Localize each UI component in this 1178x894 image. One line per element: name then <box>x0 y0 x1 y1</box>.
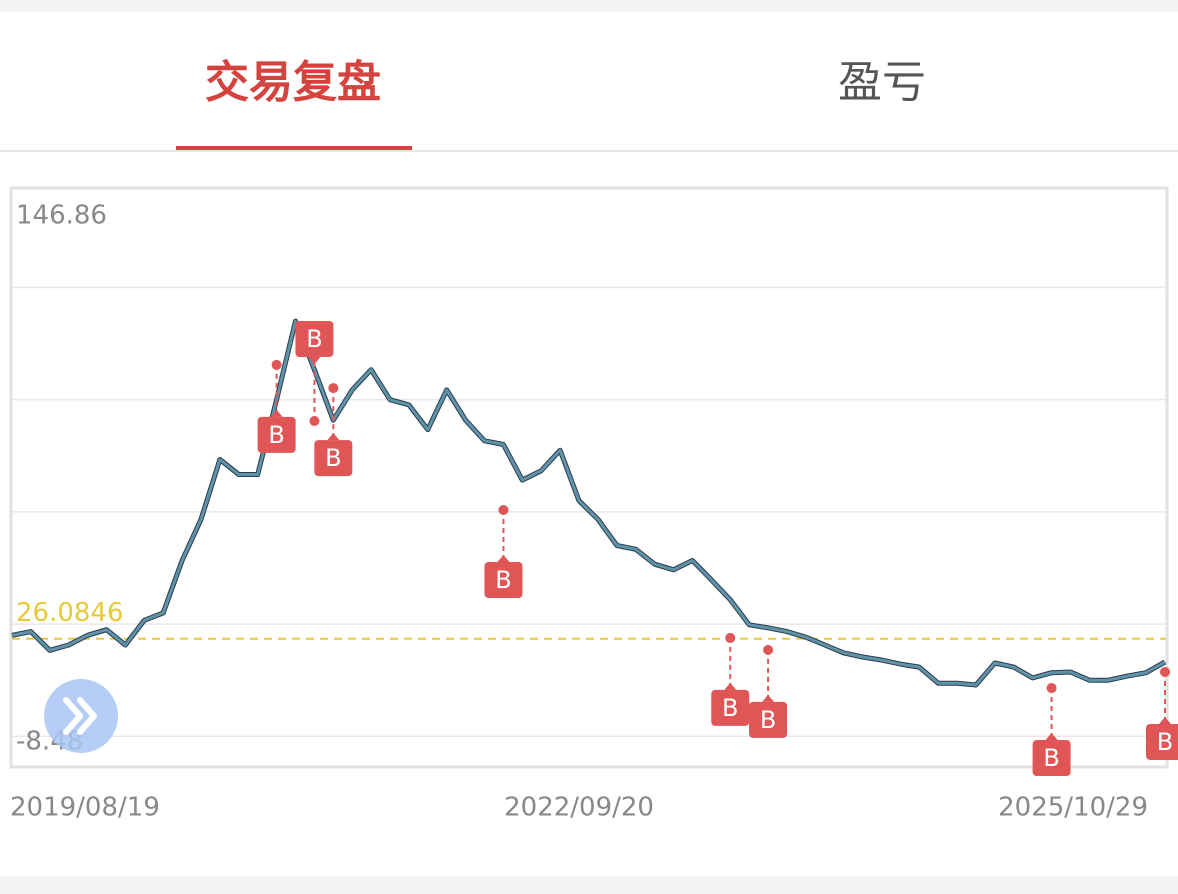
trade-dot <box>763 644 774 655</box>
trade-box <box>295 320 334 357</box>
trade-box-tip <box>327 433 340 441</box>
trade-label: B <box>1157 728 1173 756</box>
trade-box-tip <box>497 555 510 563</box>
tab-underline <box>176 146 412 150</box>
trade-box <box>484 562 523 599</box>
trade-dot <box>309 415 320 426</box>
trade-label: B <box>760 706 776 734</box>
trade-dot <box>271 359 282 370</box>
trade-box-tip <box>724 682 737 690</box>
trade-box <box>1032 740 1071 777</box>
expand-button[interactable] <box>44 679 118 753</box>
trade-box-tip <box>762 694 775 702</box>
trade-box-tip <box>1045 733 1058 741</box>
y-tick-label: 146.86 <box>16 201 107 231</box>
x-tick-label: 2025/10/29 <box>998 793 1148 823</box>
trade-dot <box>1046 683 1057 694</box>
trade-box-tip <box>270 409 283 417</box>
x-tick-label: 2022/09/20 <box>504 793 654 823</box>
trade-dot <box>725 632 736 643</box>
trade-label: B <box>495 566 511 594</box>
trade-label: B <box>1043 744 1059 772</box>
trade-box-tip <box>308 356 321 364</box>
trade-dot <box>498 505 509 516</box>
tab[interactable]: 盈亏 <box>838 57 926 108</box>
bottom-strip <box>0 876 1178 894</box>
trade-box <box>711 689 750 726</box>
trade-dot <box>1160 666 1170 677</box>
trade-box <box>314 440 353 477</box>
tab-active[interactable]: 交易复盘 <box>205 57 381 108</box>
x-tick-label: 2019/08/19 <box>10 793 160 823</box>
chevrons <box>63 697 97 735</box>
trade-label: B <box>268 421 284 449</box>
trade-box-tip <box>1159 716 1171 724</box>
trade-box <box>257 416 296 453</box>
trade-box <box>749 701 788 738</box>
trade-label: B <box>306 325 322 353</box>
top-strip <box>0 0 1178 12</box>
chart-frame <box>9 186 1169 769</box>
trade-label: B <box>722 694 738 722</box>
trade-box <box>1146 723 1178 760</box>
trade-label: B <box>325 444 341 472</box>
trade-dot <box>328 383 339 394</box>
price-line <box>11 319 1166 687</box>
reference-label: 26.0846 <box>16 598 124 628</box>
